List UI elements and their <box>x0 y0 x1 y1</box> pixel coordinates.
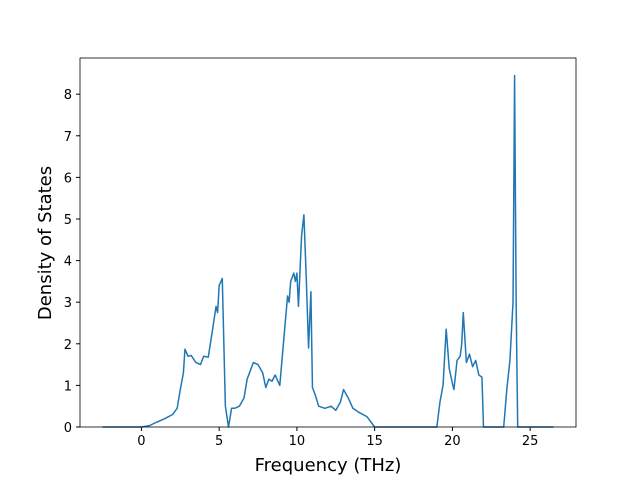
y-tick-label: 6 <box>64 171 72 186</box>
y-axis-label: Density of States <box>35 166 56 320</box>
x-tick-label: 20 <box>444 434 461 449</box>
y-tick-label: 0 <box>64 421 72 436</box>
y-tick-label: 4 <box>64 255 72 270</box>
plot-frame <box>79 57 577 428</box>
y-tick-label: 7 <box>64 130 72 145</box>
x-tick-label: 25 <box>522 434 539 449</box>
y-tick-label: 5 <box>64 213 72 228</box>
y-tick-label: 3 <box>64 296 72 311</box>
y-tick-label: 1 <box>64 379 72 394</box>
y-tick-label: 2 <box>64 338 72 353</box>
x-tick-label: 5 <box>215 434 223 449</box>
x-tick-label: 0 <box>137 434 145 449</box>
line <box>102 74 554 428</box>
x-axis-label: Frequency (THz) <box>255 455 402 476</box>
x-tick-label: 15 <box>366 434 383 449</box>
x-tick-label: 10 <box>289 434 306 449</box>
y-tick-label: 8 <box>64 88 72 103</box>
